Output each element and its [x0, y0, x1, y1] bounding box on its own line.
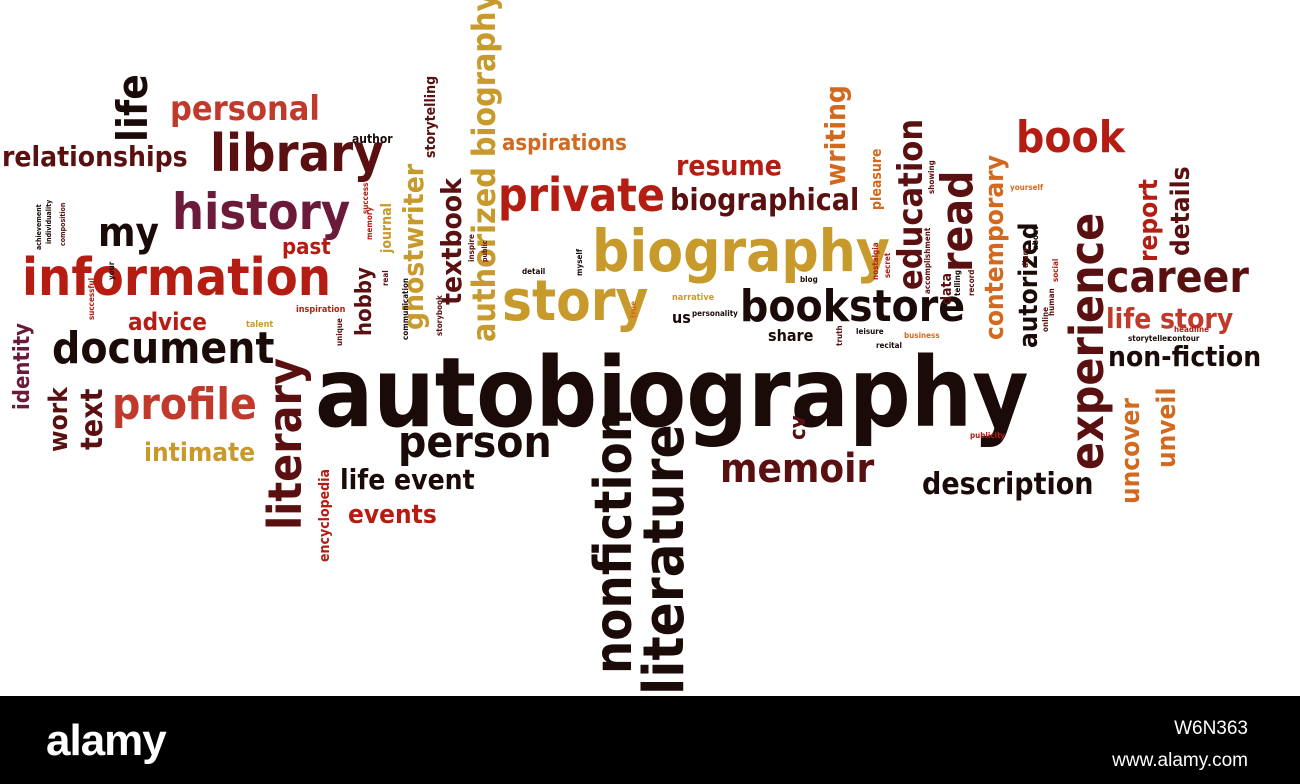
word-storyteller: storyteller — [1128, 334, 1171, 343]
word-literature: literature — [632, 424, 697, 695]
word-author: author — [352, 132, 393, 146]
word-private: private — [498, 168, 665, 222]
word-myself: myself — [575, 249, 584, 276]
word-past: past — [282, 235, 331, 260]
word-individuality: individuality — [45, 199, 53, 244]
word-identity: identity — [10, 322, 35, 410]
word-diary: diary — [1021, 247, 1030, 268]
word-storybook: storybook — [435, 295, 444, 336]
word-inspiration: inspiration — [296, 305, 346, 315]
word-social: social — [1051, 258, 1060, 282]
word-my: my — [98, 210, 159, 256]
word-communication: communication — [401, 277, 410, 340]
word-life-event: life event — [340, 463, 475, 496]
watermark-banner: alamy W6N363 www.alamy.com — [0, 696, 1300, 784]
word-advice: advice — [128, 308, 207, 336]
word-memoir: memoir — [720, 446, 875, 492]
word-authorized-biography: authorized biography — [465, 0, 503, 342]
word-contemporary: contemporary — [980, 155, 1010, 340]
word-pleasure: pleasure — [869, 148, 885, 210]
word-library: library — [210, 124, 384, 184]
word-description: description — [922, 467, 1094, 502]
word-writing: writing — [819, 85, 852, 186]
word-headline: headline — [1174, 325, 1209, 334]
word-business: business — [904, 331, 940, 340]
word-about: about — [1031, 226, 1040, 250]
word-your: your — [107, 261, 116, 280]
word-biography: biography — [592, 217, 890, 285]
word-bookstore: bookstore — [740, 281, 966, 332]
word-share: share — [768, 326, 814, 345]
word-profile: profile — [112, 379, 257, 430]
word-talent: talent — [246, 320, 274, 330]
word-unique: unique — [335, 318, 344, 346]
word-experience: experience — [1060, 212, 1114, 470]
word-telling: telling — [953, 270, 962, 296]
alamy-logo: alamy — [46, 716, 167, 765]
word-biographical: biographical — [670, 183, 860, 218]
word-autobiography: autobiography — [315, 337, 1029, 449]
word-history: history — [172, 183, 351, 241]
word-recital: recital — [876, 341, 902, 350]
word-publicity: publicity — [970, 431, 1006, 440]
word-inspire: inspire — [467, 234, 476, 262]
word-literary: literary — [258, 358, 312, 530]
site-url: www.alamy.com — [1112, 750, 1248, 771]
word-cloud: autobiography biography story information bo… — [2, 0, 1262, 695]
word-uncover: uncover — [1116, 398, 1146, 504]
word-memory: memory — [365, 206, 374, 240]
word-aspirations: aspirations — [502, 131, 627, 156]
word-events: events — [348, 500, 437, 530]
word-secret: secret — [883, 252, 892, 278]
word-us: us — [672, 308, 691, 327]
word-showing: showing — [927, 160, 936, 194]
word-text: text — [75, 388, 110, 450]
word-hobby: hobby — [352, 267, 377, 336]
word-person: person — [398, 417, 552, 468]
word-unveil: unveil — [1152, 387, 1182, 468]
word-document: document — [52, 323, 275, 374]
word-work: work — [44, 387, 74, 452]
word-accomplishment: accomplishment — [923, 227, 932, 294]
word-non-fiction: non-fiction — [1108, 340, 1262, 373]
word-read: read — [932, 170, 983, 272]
word-information: information — [22, 248, 332, 308]
word-cv: cv — [786, 415, 811, 440]
word-narrative: narrative — [672, 293, 715, 303]
word-relationships: relationships — [2, 140, 188, 173]
word-blog: blog — [800, 275, 818, 284]
word-data: data — [939, 272, 955, 305]
word-nonfiction: nonfiction — [584, 408, 644, 674]
word-storytelling: storytelling — [423, 75, 439, 158]
word-composition: composition — [59, 202, 67, 246]
word-leisure: leisure — [856, 327, 884, 336]
word-true: true — [629, 301, 638, 318]
word-story: story — [502, 269, 649, 334]
word-contour: contour — [1168, 334, 1200, 343]
word-truth: truth — [835, 325, 844, 346]
word-human: human — [1047, 288, 1056, 316]
word-life: life — [108, 74, 157, 142]
word-detail: detail — [522, 267, 546, 276]
word-nostalgia: nostalgia — [871, 242, 880, 280]
word-personal: personal — [170, 89, 320, 129]
word-record: record — [967, 269, 976, 296]
word-successful: successful — [87, 277, 96, 320]
word-personality: personality — [692, 309, 738, 318]
word-report: report — [1134, 179, 1164, 262]
word-book: book — [1016, 112, 1126, 163]
word-real: real — [381, 270, 390, 286]
word-yourself: yourself — [1010, 183, 1044, 192]
word-encyclopedia: encyclopedia — [317, 468, 333, 562]
word-details: details — [1166, 166, 1196, 256]
word-intimate: intimate — [144, 438, 256, 468]
word-life-story: life story — [1106, 302, 1234, 335]
word-achievement: achievement — [35, 204, 43, 250]
word-career: career — [1106, 252, 1249, 303]
word-resume: resume — [676, 149, 782, 182]
image-id: W6N363 — [1174, 718, 1248, 739]
word-textbook: textbook — [435, 178, 468, 305]
word-public: public — [481, 240, 489, 262]
word-journal: journal — [379, 203, 395, 253]
